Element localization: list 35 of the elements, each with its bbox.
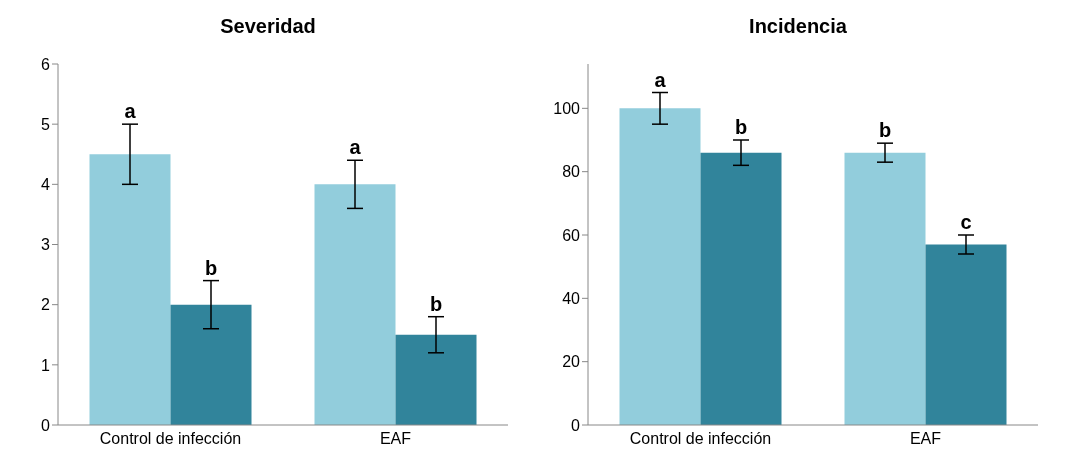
y-tick-label: 2 <box>41 296 51 314</box>
data-label: a <box>654 68 667 91</box>
x-tick-label: Control de infección <box>99 430 242 448</box>
y-tick-label: 5 <box>41 115 51 133</box>
bar <box>89 154 171 425</box>
y-tick-label: 60 <box>562 226 581 244</box>
y-tick-label: 0 <box>41 416 51 434</box>
bar <box>395 334 477 425</box>
x-tick-label: EAF <box>379 430 412 448</box>
data-label: b <box>734 116 748 138</box>
chart-title: Incidencia <box>748 14 848 39</box>
data-label: a <box>349 136 362 159</box>
x-tick-label: EAF <box>909 430 942 448</box>
y-tick-label: 100 <box>553 100 581 118</box>
y-tick-label: 20 <box>562 353 581 371</box>
data-label: a <box>124 100 137 123</box>
y-tick-label: 1 <box>41 356 51 374</box>
y-tick-label: 0 <box>571 416 581 434</box>
bar <box>314 184 396 425</box>
data-label: b <box>429 292 443 315</box>
chart-title: Severidad <box>219 14 317 39</box>
data-label: b <box>204 256 218 279</box>
y-tick-label: 4 <box>41 176 51 194</box>
y-tick-label: 40 <box>562 290 581 308</box>
y-tick-label: 3 <box>41 236 51 254</box>
bar <box>700 152 782 425</box>
y-tick-label: 6 <box>41 55 51 73</box>
bar <box>619 108 701 425</box>
data-label: c <box>960 211 972 233</box>
x-tick-label: Control de infección <box>629 430 772 448</box>
bar <box>170 304 252 425</box>
bar <box>844 152 926 425</box>
data-label: b <box>878 119 892 142</box>
y-tick-label: 80 <box>562 163 581 181</box>
bar <box>925 244 1007 425</box>
